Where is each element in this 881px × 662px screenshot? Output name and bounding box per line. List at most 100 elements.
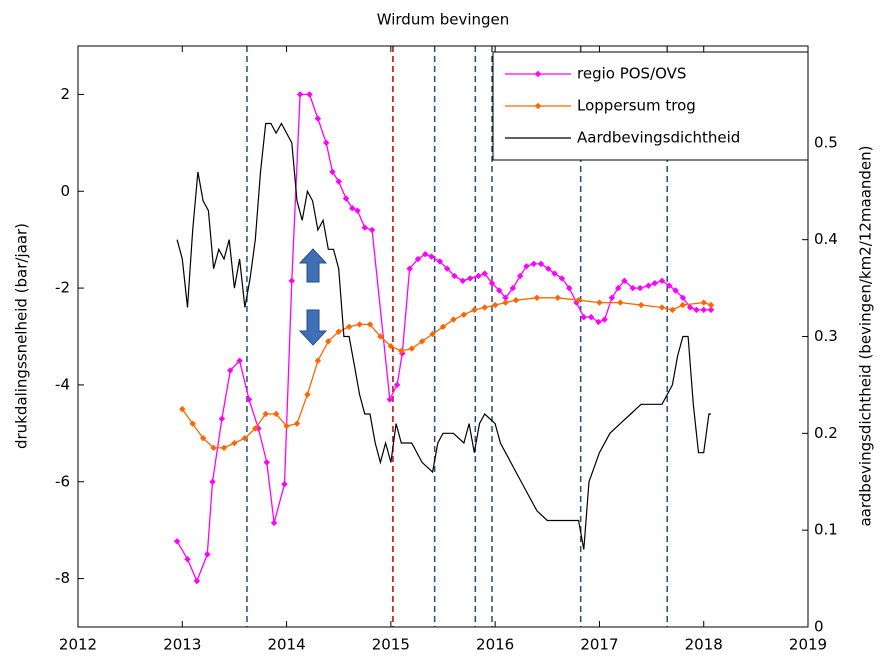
data-point — [451, 272, 458, 280]
data-point — [686, 304, 694, 311]
data-point — [252, 425, 259, 432]
data-point — [179, 405, 186, 413]
y-tick-label: -8 — [55, 569, 70, 587]
data-point — [481, 270, 488, 277]
data-point — [283, 422, 290, 430]
data-point — [551, 270, 558, 277]
data-point — [617, 299, 624, 306]
data-point — [204, 551, 211, 558]
data-point — [387, 342, 395, 350]
data-point — [637, 301, 645, 309]
data-point — [335, 328, 342, 335]
data-point — [481, 304, 488, 311]
data-point — [443, 265, 451, 272]
legend-label: Loppersum trog — [577, 97, 696, 115]
plot-area — [173, 46, 715, 627]
data-point — [700, 306, 707, 314]
data-point — [502, 294, 509, 301]
data-point — [488, 280, 496, 287]
data-point — [429, 330, 436, 338]
data-point — [679, 294, 687, 301]
data-point — [672, 287, 679, 294]
data-point — [533, 294, 541, 301]
data-point — [272, 410, 280, 418]
data-point — [342, 195, 350, 202]
y2-axis-label: aardbevingsdichtheid (bevingen/km2/12maa… — [857, 145, 875, 526]
data-point — [418, 338, 426, 345]
data-point — [245, 396, 253, 403]
legend-marker — [534, 102, 542, 110]
data-point — [575, 296, 582, 304]
data-point — [459, 277, 467, 285]
data-point — [651, 280, 658, 287]
series-line — [181, 297, 712, 449]
data-point — [398, 347, 405, 355]
data-point — [220, 444, 228, 452]
data-point — [366, 321, 374, 328]
y-axis-label: drukdalingssnelheid (bar/jaar) — [13, 223, 31, 449]
data-point — [354, 207, 361, 214]
data-point — [356, 321, 363, 328]
data-point — [349, 204, 356, 212]
data-point — [281, 480, 288, 488]
data-point — [288, 277, 295, 285]
y2-tick-label: 0.5 — [814, 133, 838, 151]
data-point — [227, 367, 234, 374]
data-point — [595, 318, 602, 326]
x-tick-label: 2016 — [476, 636, 514, 654]
data-point — [325, 338, 332, 345]
data-point — [173, 538, 181, 545]
y2-tick-label: 0.3 — [814, 327, 838, 345]
data-point — [558, 275, 566, 282]
data-point — [406, 265, 413, 272]
data-point — [645, 282, 652, 289]
data-point — [361, 224, 368, 231]
data-point — [263, 459, 270, 466]
data-point — [596, 299, 603, 306]
data-point — [658, 304, 666, 311]
data-point — [218, 415, 226, 423]
data-point — [496, 287, 503, 294]
y-tick-label: -2 — [55, 279, 70, 297]
x-tick-label: 2017 — [580, 636, 618, 654]
y2-tick-label: 0 — [814, 618, 824, 636]
data-point — [460, 311, 468, 318]
y-tick-label: -6 — [55, 472, 70, 490]
data-point — [471, 306, 478, 314]
data-point — [466, 275, 474, 282]
legend-marker — [534, 70, 542, 78]
data-point — [304, 391, 311, 398]
data-point — [368, 226, 376, 234]
data-point — [707, 301, 715, 309]
data-point — [450, 316, 457, 323]
data-point — [700, 299, 707, 306]
y-tick-label: 0 — [60, 182, 70, 200]
data-point — [236, 357, 243, 364]
data-point — [530, 260, 537, 268]
y-tick-label: -4 — [55, 375, 70, 393]
data-point — [323, 139, 330, 147]
x-tick-label: 2012 — [59, 636, 97, 654]
data-point — [293, 420, 301, 427]
data-point — [314, 357, 322, 364]
data-point — [608, 294, 616, 301]
data-point — [296, 91, 304, 98]
y-tick-label: 2 — [60, 85, 70, 103]
chart-title: Wirdum bevingen — [377, 11, 510, 29]
data-point — [414, 255, 422, 263]
data-point — [306, 91, 313, 98]
data-point — [335, 178, 342, 185]
arrow-up — [298, 248, 328, 283]
data-point — [428, 253, 435, 260]
data-point — [345, 323, 353, 331]
data-point — [262, 410, 269, 418]
data-point — [231, 439, 238, 447]
data-point — [408, 345, 415, 352]
data-point — [666, 282, 673, 289]
data-point — [436, 258, 444, 265]
series-line — [176, 122, 711, 550]
data-point — [377, 333, 384, 340]
data-point — [241, 434, 249, 442]
data-point — [393, 381, 401, 389]
